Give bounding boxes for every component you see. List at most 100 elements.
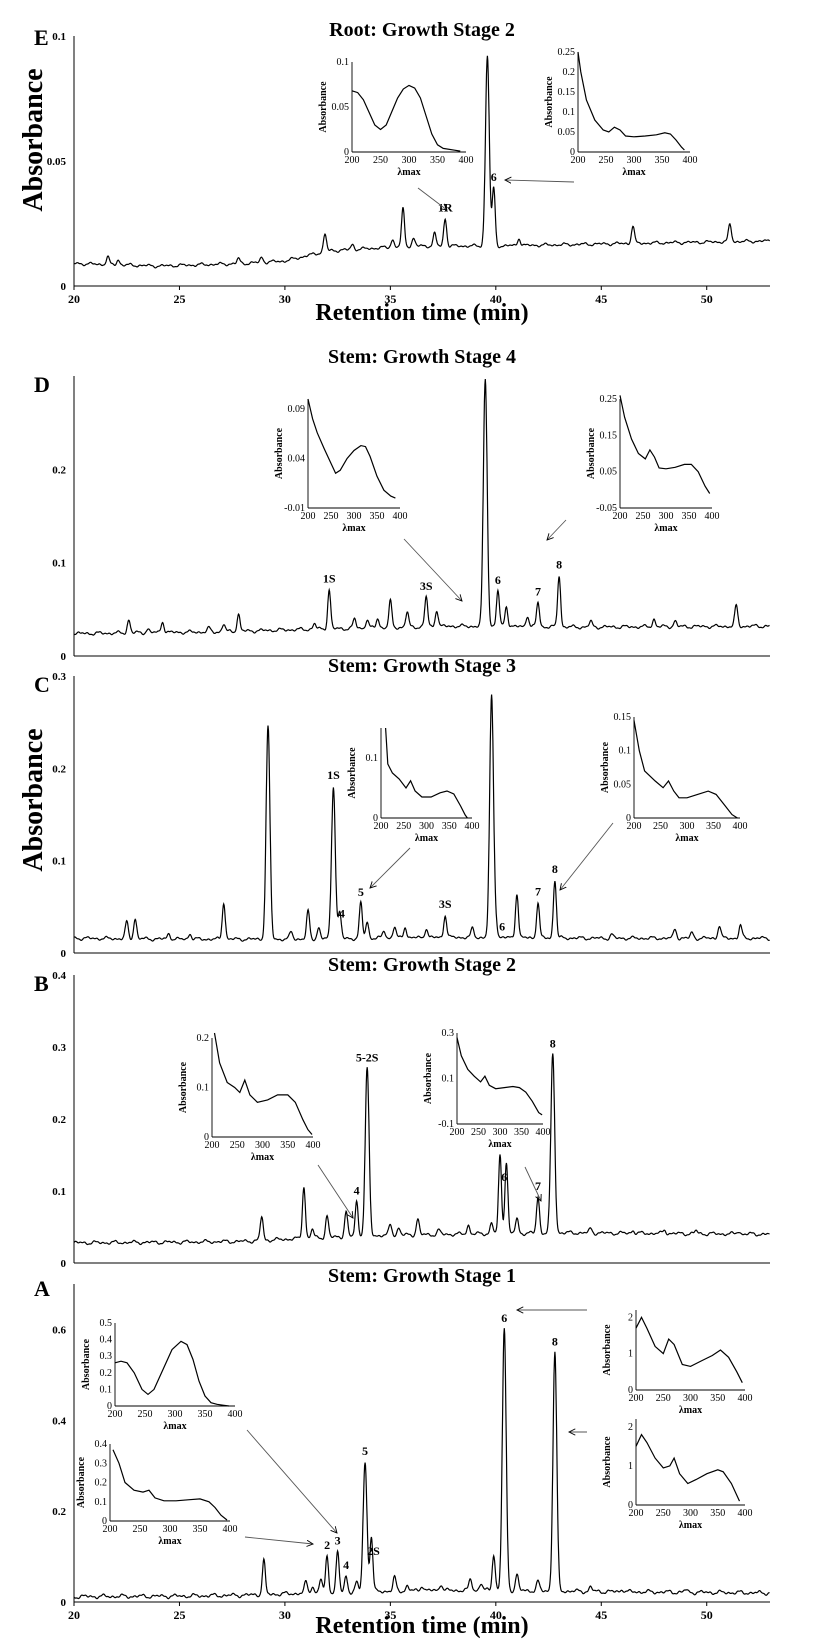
- uv-spectrum-curve: [307, 398, 396, 499]
- peak-label: 2: [324, 1538, 330, 1552]
- inset-y-title: Absorbance: [600, 741, 611, 793]
- inset-y-tick-label: 0: [628, 1385, 633, 1396]
- inset-x-tick-label: 200: [627, 821, 642, 832]
- inset-y-tick-label: 0: [626, 813, 631, 824]
- inset-y-tick-label: 0.09: [288, 404, 306, 415]
- uv-spectrum-inset: 0 0.05 0.1 0.15 0.2 0.25 200 250 300 350 400 Absorb…: [505, 47, 698, 182]
- inset-x-tick-label: 350: [193, 1524, 208, 1535]
- y-tick-label: 0.6: [52, 1324, 66, 1336]
- y-tick-label: 0: [61, 1258, 67, 1270]
- inset-y-tick-label: 0.04: [288, 453, 306, 464]
- y-tick-label: 0: [61, 651, 67, 663]
- inset-pointer-arrow: [246, 1429, 337, 1533]
- inset-x-title: λmax: [342, 523, 365, 534]
- inset-y-tick-label: 0.05: [600, 467, 618, 478]
- inset-x-title: λmax: [675, 833, 698, 844]
- inset-x-tick-label: 400: [465, 821, 480, 832]
- y-tick-label: 0.2: [52, 763, 66, 775]
- inset-x-tick-label: 250: [396, 821, 411, 832]
- inset-x-tick-label: 300: [402, 155, 417, 166]
- inset-pointer-arrow: [560, 822, 614, 890]
- peak-label: 3S: [420, 579, 433, 593]
- x-axis-title: Retention time (min): [315, 300, 528, 326]
- inset-y-tick-label: 0.2: [563, 67, 576, 78]
- chromatogram-panel-c: Stem: Growth Stage 3 C 0 0.1 0.2 0.3 Absorbanc…: [18, 655, 770, 960]
- inset-y-tick-label: 0.1: [563, 107, 576, 118]
- chromatogram-trace: [73, 1328, 770, 1600]
- peak-label: 8: [556, 558, 562, 572]
- inset-y-tick-label: 0: [344, 147, 349, 158]
- x-axis-title: Retention time (min): [315, 1613, 528, 1639]
- y-tick-label: 0.1: [52, 558, 66, 570]
- uv-spectrum-inset: 0 0.1 0.2 0.3 0.4 200 250 300 350 400 Absorbance λm…: [76, 1439, 313, 1547]
- uv-spectrum-inset: 0 0.05 0.1 200 250 300 350 400 Absorbance λmax: [318, 57, 474, 210]
- panel-title: Root: Growth Stage 2: [329, 19, 515, 41]
- y-tick-label: 0: [61, 1597, 67, 1609]
- inset-y-tick-label: 0.1: [442, 1074, 455, 1085]
- peak-label: 4: [339, 907, 345, 921]
- y-tick-label: 0.1: [52, 1186, 66, 1198]
- inset-x-tick-label: 400: [228, 1409, 243, 1420]
- inset-x-title: λmax: [397, 167, 420, 178]
- uv-spectrum-curve: [351, 84, 461, 152]
- inset-x-tick-label: 300: [419, 821, 434, 832]
- uv-spectrum-curve: [213, 1032, 313, 1135]
- chromatogram-panel-d: Stem: Growth Stage 4 D 0 0.1 0.2 1S 3S 6 7 8 -0.01…: [34, 346, 770, 663]
- inset-x-tick-label: 250: [324, 511, 339, 522]
- x-tick-label: 40: [490, 1608, 502, 1622]
- uv-spectrum-inset: -0.01 0.04 0.09 200 250 300 350 400 Absorbance λm…: [274, 398, 462, 601]
- inset-x-title: λmax: [488, 1139, 511, 1150]
- inset-x-tick-label: 350: [442, 821, 457, 832]
- peak-label: 5-2S: [356, 1051, 379, 1065]
- inset-x-tick-label: 400: [223, 1524, 238, 1535]
- inset-x-title: λmax: [622, 167, 645, 178]
- y-axis-title: Absorbance: [18, 68, 49, 211]
- uv-spectrum-inset: 0 0.05 0.1 0.15 200 250 300 350 400 Absorbance λma…: [560, 712, 748, 890]
- chromatogram-trace: [73, 378, 770, 636]
- inset-x-tick-label: 350: [370, 511, 385, 522]
- inset-x-tick-label: 250: [656, 1393, 671, 1404]
- inset-y-tick-label: 0.4: [95, 1439, 108, 1450]
- peak-label: 4: [343, 1558, 349, 1572]
- inset-x-title: λmax: [415, 833, 438, 844]
- inset-x-tick-label: 250: [133, 1524, 148, 1535]
- inset-x-tick-label: 300: [683, 1393, 698, 1404]
- inset-x-tick-label: 300: [680, 821, 695, 832]
- inset-y-title: Absorbance: [544, 76, 555, 128]
- chromatogram-panel-e: Root: Growth Stage 2 E 0 0.05 0.1 20 25 30 35 40 4…: [18, 19, 771, 326]
- inset-x-tick-label: 300: [163, 1524, 178, 1535]
- inset-x-tick-label: 300: [683, 1508, 698, 1519]
- inset-x-tick-label: 250: [656, 1508, 671, 1519]
- inset-x-title: λmax: [163, 1421, 186, 1432]
- chromatogram-trace: [73, 694, 770, 942]
- inset-y-title: Absorbance: [76, 1456, 87, 1508]
- inset-x-title: λmax: [679, 1405, 702, 1416]
- chromatogram-panel-b: Stem: Growth Stage 2 B 0 0.1 0.2 0.3 0.4 4 5-2S 6…: [34, 954, 770, 1270]
- uv-spectrum-curve: [112, 1449, 228, 1521]
- inset-y-tick-label: 0: [628, 1500, 633, 1511]
- inset-x-tick-label: 350: [682, 511, 697, 522]
- peak-label: 3S: [439, 897, 452, 911]
- inset-x-tick-label: 350: [280, 1140, 295, 1151]
- peak-label: 8: [552, 862, 558, 876]
- inset-x-tick-label: 300: [255, 1140, 270, 1151]
- inset-y-tick-label: 0: [204, 1132, 209, 1143]
- peak-label: 6: [491, 170, 497, 184]
- peak-label: 1S: [323, 572, 336, 586]
- inset-y-title: Absorbance: [602, 1324, 613, 1376]
- uv-spectrum-inset: -0.1 0.1 0.3 200 250 300 350 400 Absorbance λmax: [423, 1028, 551, 1201]
- inset-y-tick-label: 0.25: [558, 47, 576, 58]
- inset-y-tick-label: 0.05: [614, 779, 632, 790]
- inset-y-title: Absorbance: [347, 747, 358, 799]
- inset-x-tick-label: 200: [613, 511, 628, 522]
- inset-y-tick-label: 0.15: [614, 712, 632, 723]
- panel-title: Stem: Growth Stage 1: [328, 1265, 516, 1287]
- inset-y-tick-label: 0.1: [619, 746, 632, 757]
- x-tick-label: 20: [68, 292, 80, 306]
- inset-x-tick-label: 200: [108, 1409, 123, 1420]
- panel-letter: C: [34, 672, 50, 697]
- inset-pointer-arrow: [505, 180, 575, 182]
- x-tick-label: 35: [384, 292, 396, 306]
